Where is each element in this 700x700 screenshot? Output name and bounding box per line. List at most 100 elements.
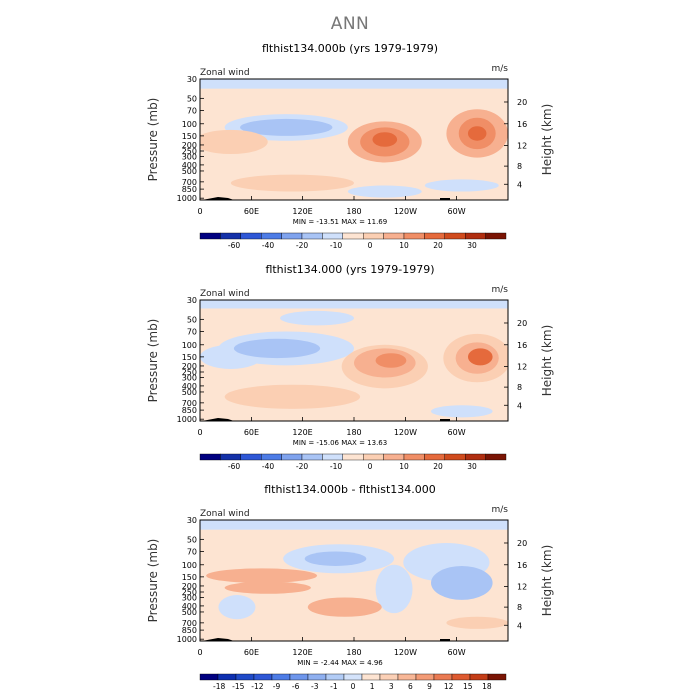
y2-tick-label: 4 bbox=[517, 180, 522, 189]
panel-title: flthist134.000b (yrs 1979-1979) bbox=[262, 42, 438, 55]
y-tick-label: 850 bbox=[182, 406, 197, 415]
colorbar-box bbox=[240, 453, 262, 461]
topography bbox=[440, 639, 450, 641]
y-tick-label: 100 bbox=[182, 120, 197, 129]
contour-region bbox=[230, 174, 354, 192]
colorbar-label: 15 bbox=[463, 682, 473, 691]
x-tick-label: 60E bbox=[244, 207, 259, 216]
colorbar-label: 20 bbox=[433, 462, 443, 471]
x-tick-label: 0 bbox=[197, 207, 202, 216]
contour-region bbox=[233, 338, 321, 359]
y2-axis-title: Height (km) bbox=[540, 325, 554, 396]
panel-title: flthist134.000b - flthist134.000 bbox=[264, 483, 436, 496]
y2-tick-label: 20 bbox=[517, 539, 527, 548]
y2-tick-label: 8 bbox=[517, 162, 522, 171]
colorbar-label: -20 bbox=[296, 462, 308, 471]
x-tick-label: 120E bbox=[292, 648, 312, 657]
y-tick-label: 50 bbox=[187, 315, 197, 324]
min-max-stats: MIN = -2.44 MAX = 4.96 bbox=[297, 659, 383, 667]
y2-tick-label: 8 bbox=[517, 603, 522, 612]
y-tick-label: 250 bbox=[182, 588, 197, 597]
colorbar-box bbox=[487, 673, 507, 681]
colorbar-box bbox=[240, 232, 262, 240]
variable-label: Zonal wind bbox=[200, 289, 250, 299]
y-tick-label: 70 bbox=[187, 106, 197, 115]
contour-region bbox=[200, 79, 508, 89]
colorbar-box bbox=[220, 453, 241, 461]
topography bbox=[202, 197, 234, 200]
y-tick-label: 400 bbox=[182, 161, 197, 170]
colorbar-box bbox=[199, 673, 219, 681]
y-tick-label: 500 bbox=[182, 608, 197, 617]
y-tick-label: 200 bbox=[182, 582, 197, 591]
colorbar: -18 -15 -12 -9 -6 -3 -1 0 1 3 6 9 12 15 18 bbox=[199, 673, 507, 691]
x-tick-label: 0 bbox=[197, 648, 202, 657]
y2-tick-label: 20 bbox=[517, 319, 527, 328]
colorbar-label: 6 bbox=[408, 682, 413, 691]
y-tick-label: 150 bbox=[182, 132, 197, 141]
y-tick-label: 50 bbox=[187, 535, 197, 544]
contour-region bbox=[431, 405, 493, 418]
contour-region bbox=[240, 118, 333, 136]
colorbar-box bbox=[289, 673, 309, 681]
contour-field bbox=[200, 520, 508, 641]
colorbar-label: -10 bbox=[330, 462, 342, 471]
y-tick-label: 300 bbox=[182, 593, 197, 602]
colorbar-label: -18 bbox=[213, 682, 225, 691]
colorbar-label: -15 bbox=[232, 682, 244, 691]
colorbar-box bbox=[342, 232, 364, 240]
colorbar-box bbox=[199, 232, 221, 240]
colorbar-label: -3 bbox=[311, 682, 319, 691]
contour-region bbox=[200, 300, 508, 309]
contour-region bbox=[467, 348, 493, 366]
x-tick-label: 180 bbox=[346, 207, 361, 216]
y-tick-label: 500 bbox=[182, 388, 197, 397]
colorbar-label: -40 bbox=[262, 462, 274, 471]
x-tick-label: 120E bbox=[292, 207, 312, 216]
y2-tick-label: 16 bbox=[517, 561, 527, 570]
y2-axis-title: Height (km) bbox=[540, 545, 554, 616]
colorbar-label: -40 bbox=[262, 241, 274, 250]
y-tick-label: 30 bbox=[187, 296, 197, 305]
contour-region bbox=[431, 565, 493, 600]
colorbar-label: -12 bbox=[251, 682, 263, 691]
colorbar-box bbox=[322, 232, 343, 240]
colorbar-label: 1 bbox=[370, 682, 375, 691]
contour-region bbox=[200, 520, 508, 530]
colorbar-label: -6 bbox=[292, 682, 300, 691]
colorbar-label: -10 bbox=[330, 241, 342, 250]
y2-tick-label: 12 bbox=[517, 363, 527, 372]
contour-region bbox=[467, 126, 487, 141]
contour-region bbox=[347, 185, 422, 198]
colorbar-label: 3 bbox=[389, 682, 394, 691]
chart-panel-3: flthist134.000b - flthist134.000 Zonal wi… bbox=[146, 483, 554, 691]
variable-label: Zonal wind bbox=[200, 68, 250, 78]
contour-region bbox=[372, 132, 398, 147]
x-tick-label: 60W bbox=[448, 207, 466, 216]
colorbar-box bbox=[397, 673, 417, 681]
chart-panel-2: flthist134.000 (yrs 1979-1979) Zonal wind… bbox=[146, 263, 554, 471]
y-tick-label: 300 bbox=[182, 373, 197, 382]
colorbar-box bbox=[342, 453, 364, 461]
y2-tick-label: 8 bbox=[517, 383, 522, 392]
y2-tick-label: 16 bbox=[517, 120, 527, 129]
colorbar-label: 0 bbox=[351, 682, 356, 691]
colorbar-box bbox=[301, 453, 323, 461]
variable-label: Zonal wind bbox=[200, 509, 250, 519]
y-tick-label: 250 bbox=[182, 368, 197, 377]
x-tick-label: 60W bbox=[448, 428, 466, 437]
colorbar-box bbox=[199, 453, 221, 461]
y-tick-label: 70 bbox=[187, 547, 197, 556]
colorbar-label: 0 bbox=[368, 462, 373, 471]
colorbar-box bbox=[325, 673, 345, 681]
colorbar-box bbox=[307, 673, 327, 681]
topography bbox=[440, 419, 450, 421]
colorbar-box bbox=[424, 232, 445, 240]
min-max-stats: MIN = -13.51 MAX = 11.69 bbox=[293, 218, 387, 226]
x-tick-label: 60E bbox=[244, 648, 259, 657]
colorbar-label: 20 bbox=[433, 241, 443, 250]
colorbar-label: -20 bbox=[296, 241, 308, 250]
units-label: m/s bbox=[492, 285, 509, 295]
y-tick-label: 300 bbox=[182, 152, 197, 161]
